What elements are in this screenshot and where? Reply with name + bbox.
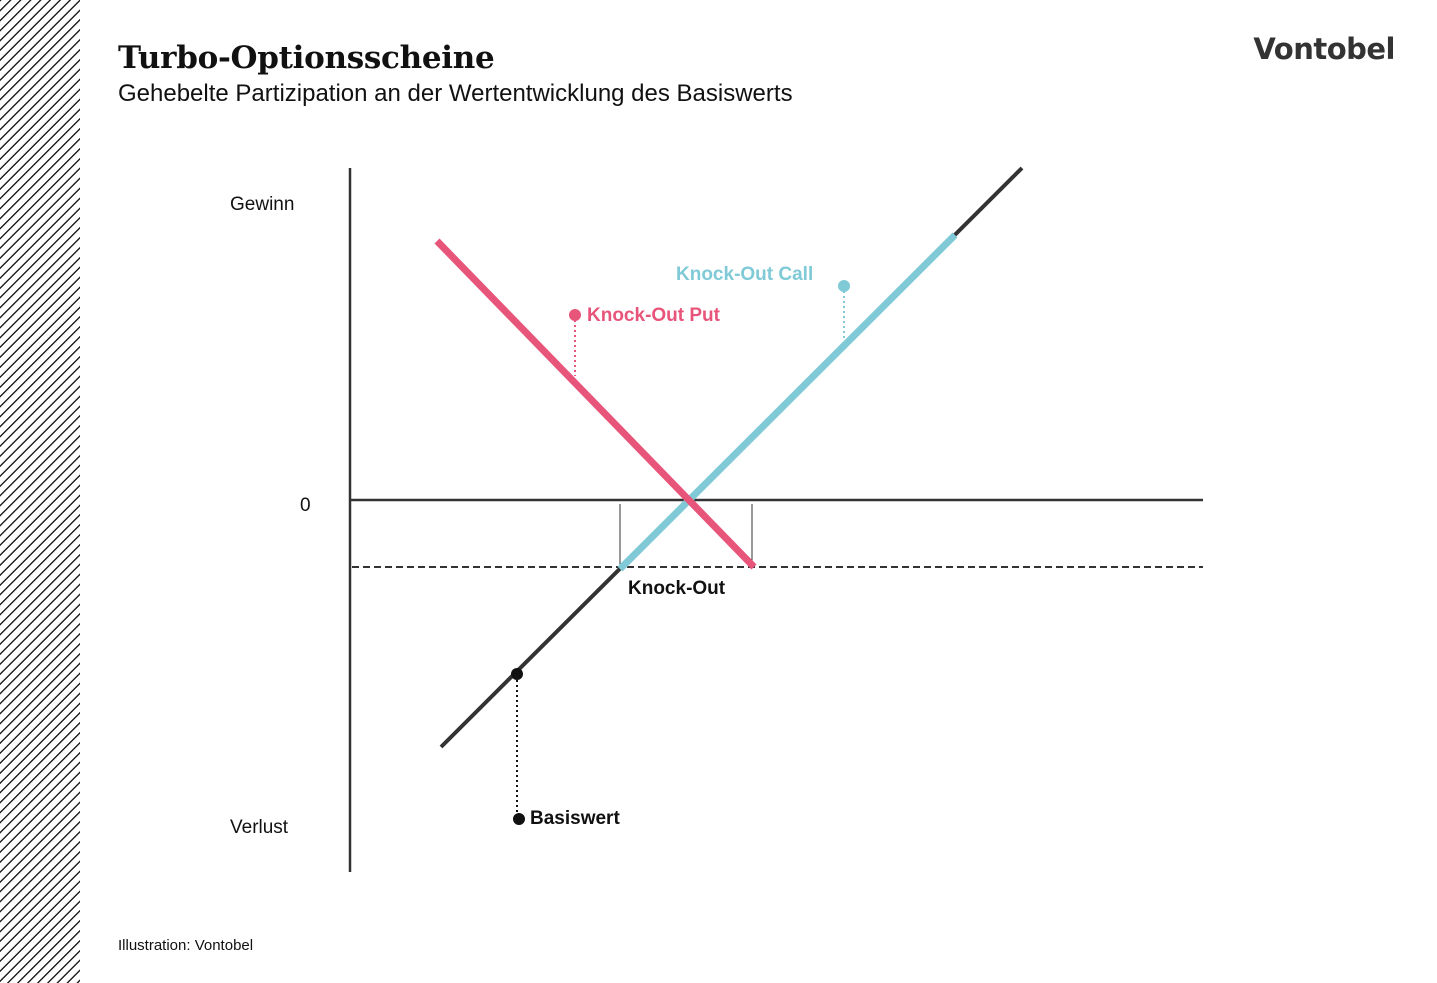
knock-out-level-label: Knock-Out (628, 578, 726, 599)
knock-out-put-line (434, 238, 757, 570)
underlying-label-dot (513, 813, 525, 825)
illustration-credit: Illustration: Vontobel (118, 937, 254, 954)
vontobel-logo: Vontobel (1253, 32, 1395, 66)
put-label-dot (569, 309, 581, 321)
page-title: Turbo-Optionsscheine (118, 40, 495, 76)
y-axis-zero-label: 0 (300, 495, 311, 516)
underlying-point (511, 668, 523, 680)
knock-out-call-label: Knock-Out Call (676, 264, 813, 285)
hatched-side-bar (0, 0, 80, 983)
underlying-label: Basiswert (530, 808, 620, 829)
knock-out-call-line (617, 232, 958, 572)
y-axis-top-label: Gewinn (230, 194, 294, 215)
y-axis-bottom-label: Verlust (230, 817, 289, 838)
call-label-dot (838, 280, 850, 292)
page-subtitle: Gehebelte Partizipation an der Wertentwi… (118, 80, 793, 107)
knock-out-put-label: Knock-Out Put (587, 305, 721, 326)
